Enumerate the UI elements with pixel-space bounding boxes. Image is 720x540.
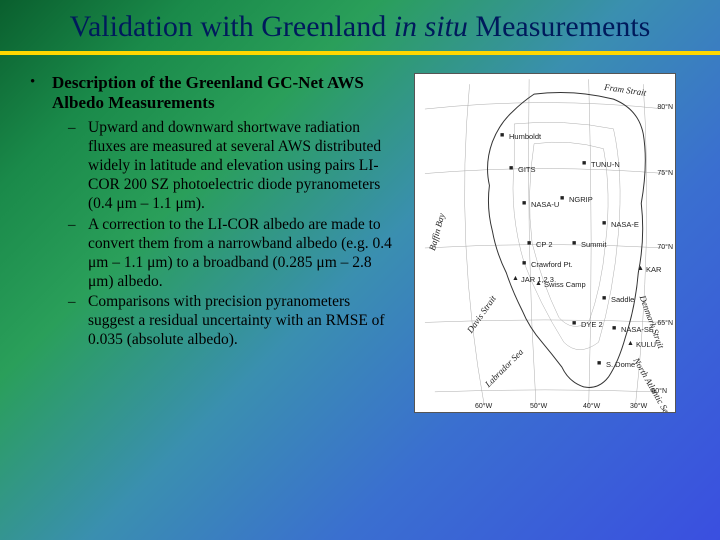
bullet-level1: • Description of the Greenland GC-Net AW…	[30, 73, 400, 114]
station-marker: ▲	[627, 340, 634, 347]
station-label: NASA-U	[531, 200, 559, 209]
station-marker: ■	[572, 240, 576, 247]
bullet-heading: Description of the Greenland GC-Net AWS …	[52, 73, 400, 114]
sub-bullet-list: – Upward and downward shortwave radiatio…	[68, 119, 400, 350]
content-row: • Description of the Greenland GC-Net AW…	[0, 55, 720, 413]
station-marker: ▲	[637, 265, 644, 272]
title-part1: Validation with Greenland	[70, 10, 394, 43]
lon-label: 30°W	[630, 403, 647, 410]
lat-label: 65°N	[657, 320, 673, 327]
title-part3: Measurements	[468, 10, 650, 43]
dash-marker: –	[68, 119, 88, 138]
lon-label: 40°W	[583, 403, 600, 410]
sub-bullet: – Upward and downward shortwave radiatio…	[68, 119, 400, 214]
station-label: Humboldt	[509, 132, 541, 141]
station-marker: ▲	[535, 280, 542, 287]
sub-bullet-text: A correction to the LI-COR albedo are ma…	[88, 216, 400, 292]
station-label: NASA-E	[611, 220, 639, 229]
station-label: Swiss Camp	[544, 280, 586, 289]
dash-marker: –	[68, 216, 88, 235]
station-marker: ■	[522, 260, 526, 267]
station-marker: ■	[509, 165, 513, 172]
station-marker: ■	[597, 360, 601, 367]
lat-label: 80°N	[657, 104, 673, 111]
station-marker: ■	[500, 132, 504, 139]
station-marker: ■	[602, 220, 606, 227]
station-label: NGRIP	[569, 195, 593, 204]
dash-marker: –	[68, 293, 88, 312]
text-column: • Description of the Greenland GC-Net AW…	[30, 73, 400, 413]
sub-bullet-text: Upward and downward shortwave radiation …	[88, 119, 400, 214]
lon-label: 60°W	[475, 403, 492, 410]
station-label: KAR	[646, 265, 661, 274]
station-marker: ■	[582, 160, 586, 167]
station-label: Summit	[581, 240, 606, 249]
station-label: Saddle	[611, 295, 634, 304]
station-label: CP 2	[536, 240, 553, 249]
station-marker: ■	[560, 195, 564, 202]
slide-title: Validation with Greenland in situ Measur…	[40, 10, 680, 45]
sub-bullet: – A correction to the LI-COR albedo are …	[68, 216, 400, 292]
station-marker: ▲	[512, 275, 519, 282]
sub-bullet-text: Comparisons with precision pyranometers …	[88, 293, 400, 350]
lat-label: 75°N	[657, 170, 673, 177]
title-italic: in situ	[394, 10, 468, 43]
bullet-marker: •	[30, 73, 52, 92]
station-label: TUNU-N	[591, 160, 620, 169]
lon-label: 50°W	[530, 403, 547, 410]
station-marker: ■	[527, 240, 531, 247]
title-block: Validation with Greenland in situ Measur…	[0, 0, 720, 45]
lat-label: 70°N	[657, 244, 673, 251]
station-marker: ■	[522, 200, 526, 207]
station-label: Crawford Pt.	[531, 260, 573, 269]
station-marker: ■	[612, 325, 616, 332]
station-marker: ■	[602, 295, 606, 302]
station-label: DYE 2	[581, 320, 603, 329]
greenland-map: ■Humboldt■GITS■TUNU-N■NASA-U■NASA-E■NGRI…	[414, 73, 676, 413]
station-marker: ■	[572, 320, 576, 327]
sub-bullet: – Comparisons with precision pyranometer…	[68, 293, 400, 350]
station-label: GITS	[518, 165, 536, 174]
